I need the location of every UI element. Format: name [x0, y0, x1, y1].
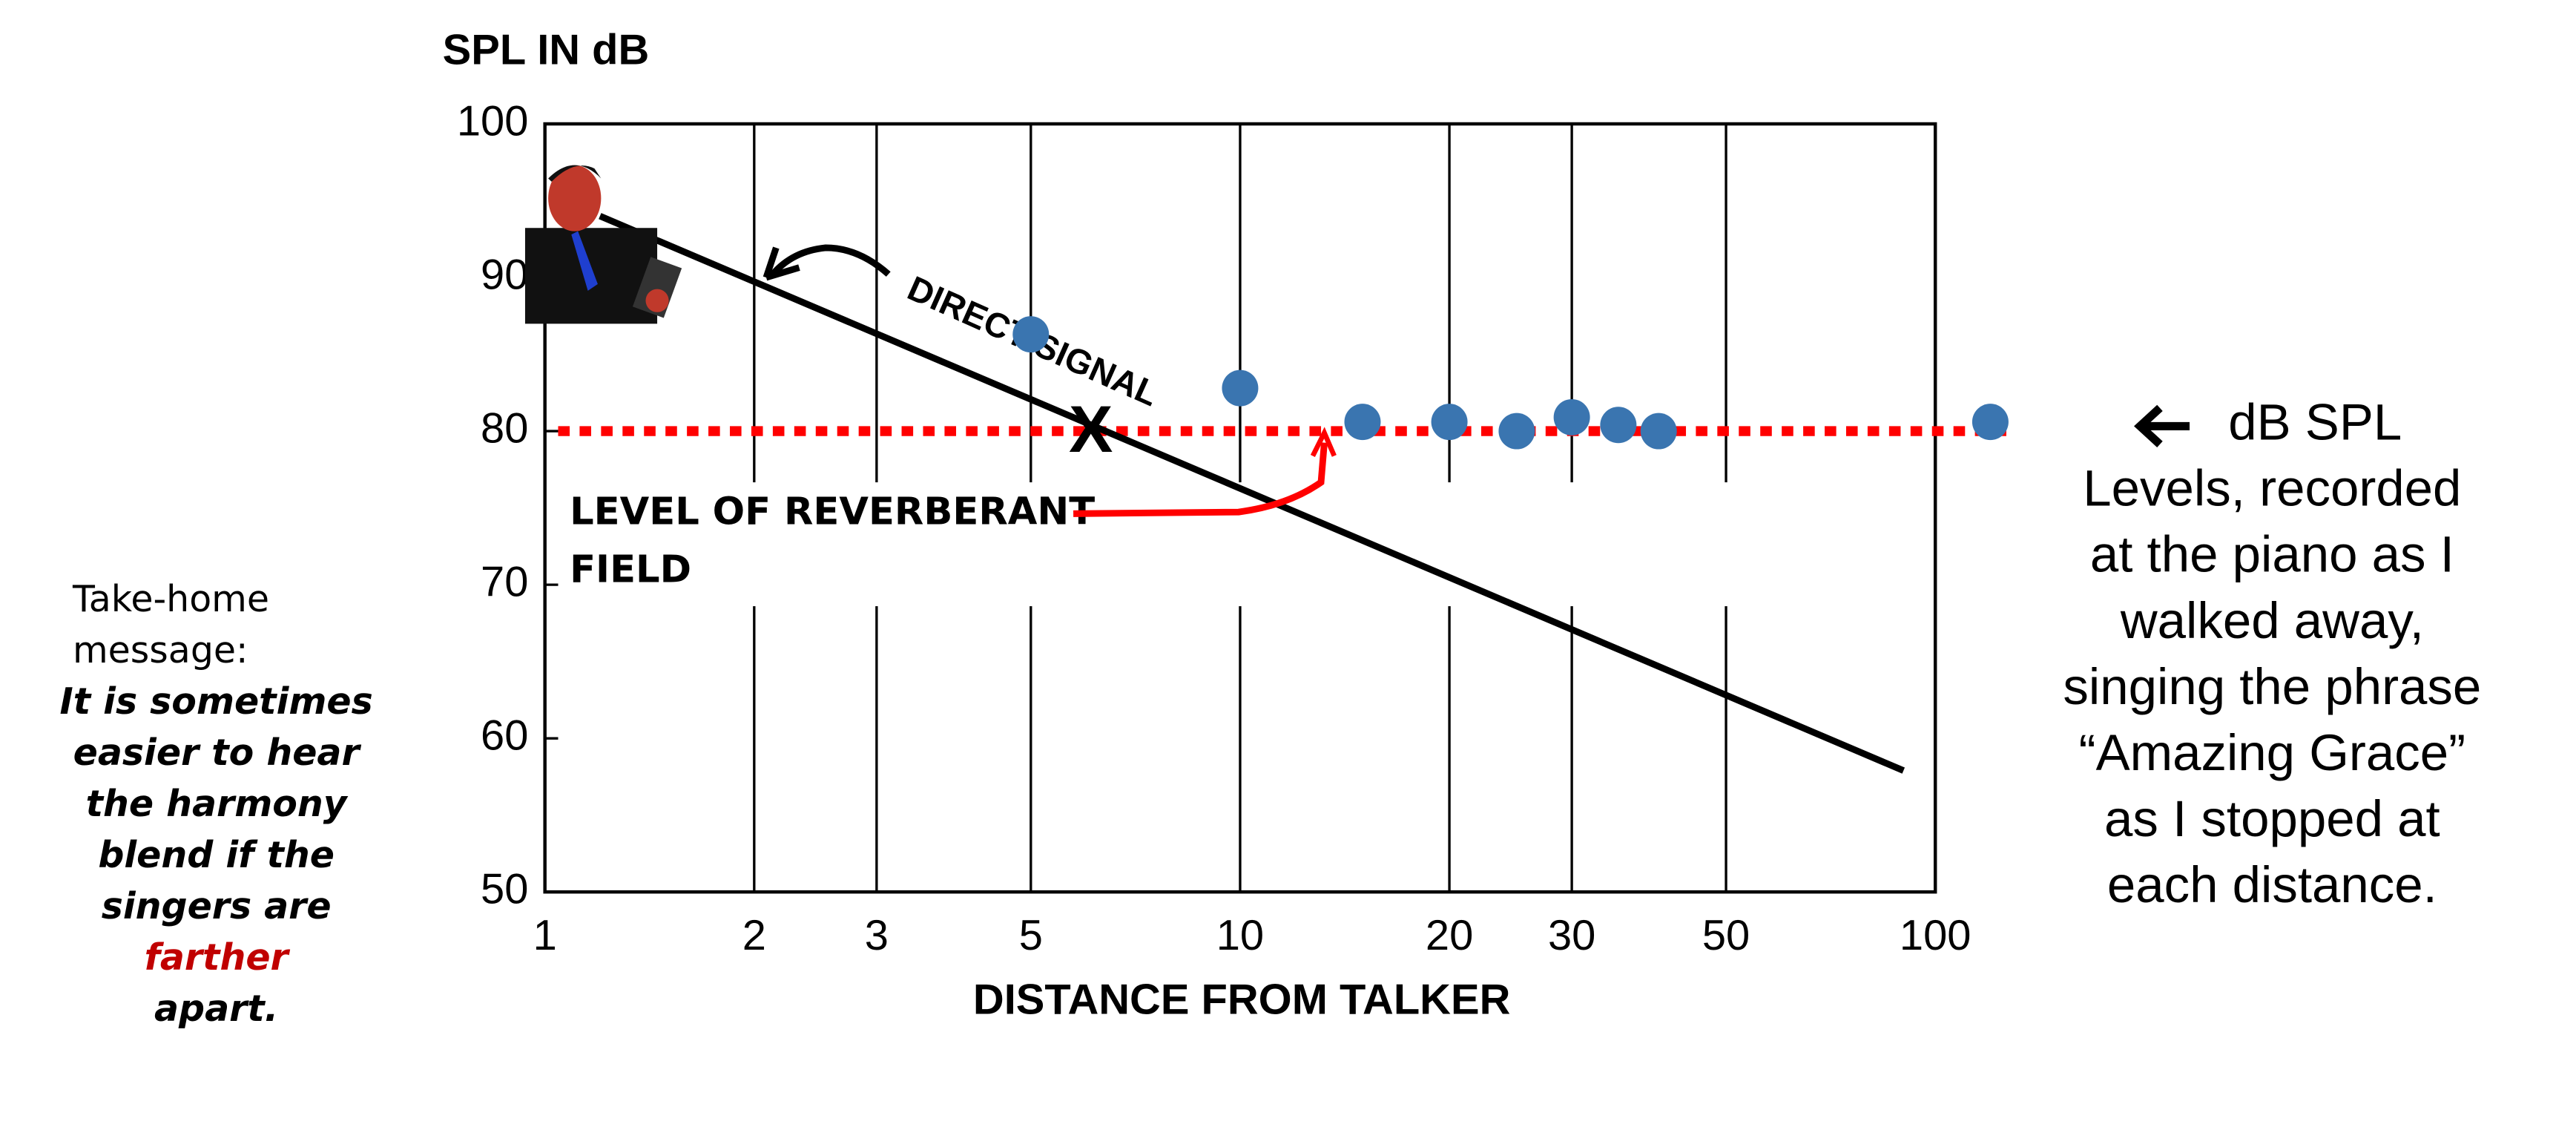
note-arrow — [2134, 404, 2190, 447]
y-tick-label: 60 — [481, 712, 528, 759]
note-line: singers are — [102, 885, 332, 927]
arrow-head — [762, 246, 800, 281]
note-intro: Take-home — [72, 578, 269, 620]
note-line: It is sometimes — [60, 680, 373, 723]
reverberant-label: LEVEL OF REVERBERANT — [570, 489, 1095, 533]
note-line: Levels, recorded — [2083, 460, 2461, 517]
y-tick-label: 50 — [481, 865, 528, 913]
data-point — [1498, 413, 1535, 450]
data-point — [1344, 404, 1381, 441]
data-point — [1012, 316, 1050, 353]
talker-figure — [524, 165, 682, 324]
y-tick-label: 100 — [457, 97, 529, 145]
x-tick-label: 30 — [1548, 912, 1595, 959]
x-tick-label: 3 — [865, 912, 889, 959]
data-point — [1971, 404, 2009, 441]
note-line: “Amazing Grace” — [2079, 724, 2465, 781]
reverberant-label: FIELD — [570, 547, 691, 591]
x-tick-label: 10 — [1216, 912, 1264, 959]
note-line: farther — [145, 936, 291, 979]
crossing-marker: X — [1069, 392, 1113, 466]
data-point — [1431, 404, 1468, 441]
arrow-head — [1310, 427, 1337, 457]
note-line: each distance. — [2107, 856, 2437, 913]
label-backdrop — [561, 482, 1932, 607]
note-line: at the piano as I — [2090, 526, 2454, 583]
note-line: as I stopped at — [2104, 790, 2440, 847]
note-intro: message: — [73, 629, 248, 671]
x-axis-label: DISTANCE FROM TALKER — [973, 976, 1510, 1024]
direct-signal-line — [599, 213, 1905, 774]
data-point — [1222, 369, 1259, 407]
direct-signal-pointer — [770, 244, 891, 277]
note-line: dB SPL — [2228, 394, 2402, 451]
reverberant-pointer — [1073, 442, 1328, 517]
data-point — [1600, 407, 1637, 444]
note-line: walked away, — [2120, 592, 2424, 649]
note-line: singing the phrase — [2063, 658, 2481, 715]
x-tick-label: 2 — [742, 912, 766, 959]
note-line: blend if the — [98, 834, 335, 876]
data-point — [1553, 398, 1590, 436]
plot-frame — [543, 122, 1937, 894]
y-tick-label: 90 — [481, 251, 528, 298]
note-line: the harmony — [86, 783, 349, 825]
y-axis-label: SPL IN dB — [443, 27, 650, 74]
x-tick-label: 5 — [1019, 912, 1043, 959]
y-tick-label: 80 — [481, 404, 528, 452]
note-line: easier to hear — [73, 732, 362, 774]
y-tick-label: 70 — [481, 558, 528, 605]
x-tick-label: 100 — [1900, 912, 1971, 959]
data-point — [1640, 413, 1677, 450]
x-tick-label: 20 — [1426, 912, 1473, 959]
x-tick-label: 50 — [1702, 912, 1750, 959]
note-line: apart. — [154, 988, 278, 1030]
notes: Take-home message: It is sometimes easier t… — [60, 394, 2482, 1030]
x-tick-label: 1 — [533, 912, 557, 959]
